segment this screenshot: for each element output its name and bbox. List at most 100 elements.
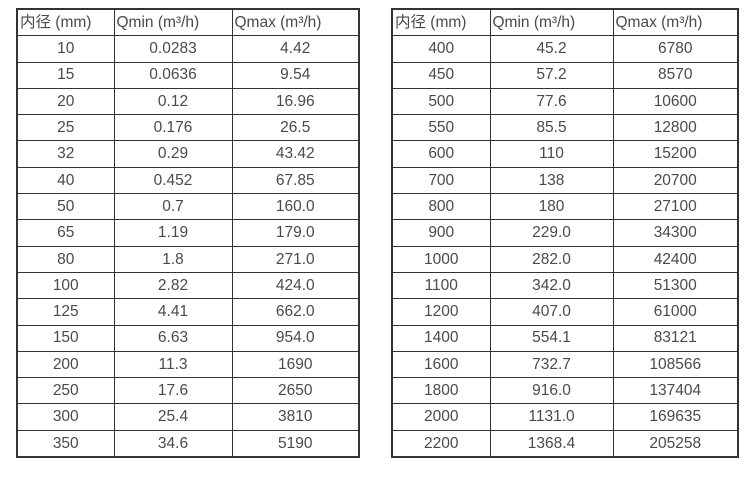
table-row: 300 25.4 3810 <box>16 403 360 431</box>
table-cell: 500 <box>391 87 491 116</box>
table-cell: 916.0 <box>489 377 614 405</box>
table-row: 600 110 15200 <box>391 140 739 168</box>
table-row: 500 77.6 10600 <box>391 87 739 116</box>
column-header-diameter: 内径 (mm) <box>16 8 115 37</box>
table-row: 250 17.6 2650 <box>16 377 360 405</box>
table-row: 25 0.176 26.5 <box>16 114 360 142</box>
table-cell: 150 <box>16 324 115 352</box>
table-cell: 1131.0 <box>489 403 614 431</box>
table-cell: 205258 <box>612 429 739 458</box>
table-row: 80 1.8 271.0 <box>16 245 360 273</box>
table-row: 350 34.6 5190 <box>16 429 360 458</box>
table-row: 100 2.82 424.0 <box>16 271 360 300</box>
table-cell: 1800 <box>391 377 491 405</box>
table-row: 1400 554.1 83121 <box>391 324 739 352</box>
table-cell: 138 <box>489 166 614 195</box>
column-header-diameter: 内径 (mm) <box>391 8 491 37</box>
table-cell: 2.82 <box>113 271 233 300</box>
table-cell: 43.42 <box>231 140 360 168</box>
table-cell: 11.3 <box>113 350 233 379</box>
table-cell: 27100 <box>612 193 739 221</box>
table-cell: 1600 <box>391 350 491 379</box>
table-cell: 0.12 <box>113 87 233 116</box>
table-cell: 10 <box>16 35 115 63</box>
table-row: 1100 342.0 51300 <box>391 271 739 300</box>
table-cell: 100 <box>16 271 115 300</box>
table-cell: 20 <box>16 87 115 116</box>
table-cell: 1.19 <box>113 219 233 247</box>
table-cell: 550 <box>391 114 491 142</box>
table-cell: 1368.4 <box>489 429 614 458</box>
table-cell: 732.7 <box>489 350 614 379</box>
table-header-row: 内径 (mm) Qmin (m³/h) Qmax (m³/h) <box>16 8 360 37</box>
table-cell: 282.0 <box>489 245 614 273</box>
table-cell: 900 <box>391 219 491 247</box>
table-cell: 6.63 <box>113 324 233 352</box>
table-cell: 4.41 <box>113 298 233 326</box>
table-cell: 40 <box>16 166 115 195</box>
table-cell: 17.6 <box>113 377 233 405</box>
table-cell: 554.1 <box>489 324 614 352</box>
table-row: 700 138 20700 <box>391 166 739 195</box>
table-cell: 83121 <box>612 324 739 352</box>
table-cell: 25 <box>16 114 115 142</box>
table-row: 65 1.19 179.0 <box>16 219 360 247</box>
table-cell: 200 <box>16 350 115 379</box>
table-cell: 600 <box>391 140 491 168</box>
table-cell: 108566 <box>612 350 739 379</box>
table-cell: 42400 <box>612 245 739 273</box>
table-cell: 1.8 <box>113 245 233 273</box>
table-row: 150 6.63 954.0 <box>16 324 360 352</box>
column-header-qmax: Qmax (m³/h) <box>231 8 360 37</box>
table-cell: 34.6 <box>113 429 233 458</box>
table-cell: 250 <box>16 377 115 405</box>
table-cell: 9.54 <box>231 61 360 89</box>
table-header-row: 内径 (mm) Qmin (m³/h) Qmax (m³/h) <box>391 8 739 37</box>
table-cell: 169635 <box>612 403 739 431</box>
table-cell: 61000 <box>612 298 739 326</box>
table-row: 20 0.12 16.96 <box>16 87 360 116</box>
table-cell: 800 <box>391 193 491 221</box>
table-cell: 300 <box>16 403 115 431</box>
table-cell: 0.452 <box>113 166 233 195</box>
table-cell: 424.0 <box>231 271 360 300</box>
table-row: 800 180 27100 <box>391 193 739 221</box>
table-row: 15 0.0636 9.54 <box>16 61 360 89</box>
table-cell: 12800 <box>612 114 739 142</box>
table-cell: 6780 <box>612 35 739 63</box>
column-header-qmin: Qmin (m³/h) <box>113 8 233 37</box>
table-cell: 229.0 <box>489 219 614 247</box>
table-cell: 2650 <box>231 377 360 405</box>
table-cell: 1690 <box>231 350 360 379</box>
table-cell: 342.0 <box>489 271 614 300</box>
table-cell: 85.5 <box>489 114 614 142</box>
table-cell: 2000 <box>391 403 491 431</box>
table-cell: 0.176 <box>113 114 233 142</box>
table-row: 450 57.2 8570 <box>391 61 739 89</box>
table-row: 400 45.2 6780 <box>391 35 739 63</box>
column-header-qmax: Qmax (m³/h) <box>612 8 739 37</box>
table-row: 550 85.5 12800 <box>391 114 739 142</box>
table-cell: 110 <box>489 140 614 168</box>
column-header-qmin: Qmin (m³/h) <box>489 8 614 37</box>
table-cell: 34300 <box>612 219 739 247</box>
table-cell: 700 <box>391 166 491 195</box>
table-row: 1600 732.7 108566 <box>391 350 739 379</box>
table-row: 900 229.0 34300 <box>391 219 739 247</box>
table-cell: 0.0636 <box>113 61 233 89</box>
table-cell: 3810 <box>231 403 360 431</box>
flow-spec-table-large-diameters: 内径 (mm) Qmin (m³/h) Qmax (m³/h) 400 45.2 6… <box>391 8 739 459</box>
table-cell: 1400 <box>391 324 491 352</box>
table-row: 1800 916.0 137404 <box>391 377 739 405</box>
table-row: 40 0.452 67.85 <box>16 166 360 195</box>
table-cell: 407.0 <box>489 298 614 326</box>
table-cell: 8570 <box>612 61 739 89</box>
table-cell: 180 <box>489 193 614 221</box>
table-cell: 26.5 <box>231 114 360 142</box>
table-cell: 350 <box>16 429 115 458</box>
table-cell: 45.2 <box>489 35 614 63</box>
table-cell: 20700 <box>612 166 739 195</box>
table-cell: 1200 <box>391 298 491 326</box>
table-cell: 271.0 <box>231 245 360 273</box>
